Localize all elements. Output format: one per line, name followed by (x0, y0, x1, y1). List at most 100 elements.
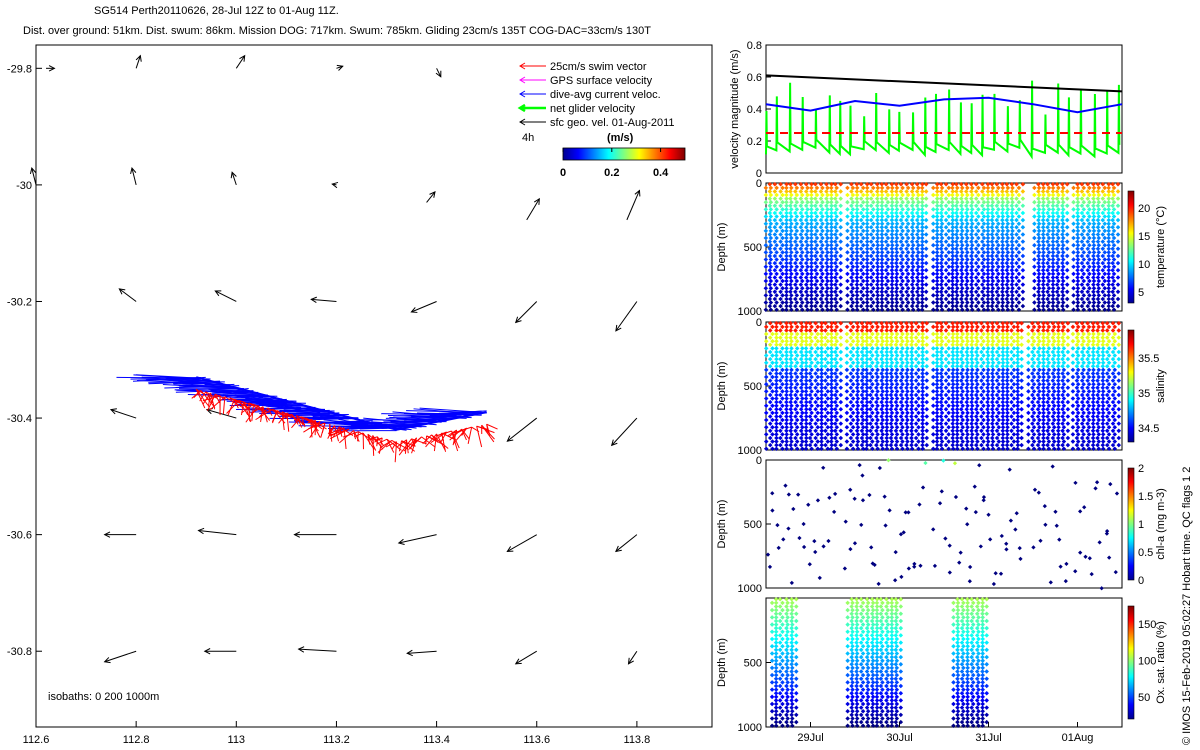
profile-point (794, 264, 800, 269)
swim-vector (486, 423, 498, 430)
profile-point (778, 296, 783, 302)
profile-point (894, 282, 899, 287)
profile-point (870, 271, 876, 277)
profile-point (774, 271, 779, 277)
profile-point (889, 296, 895, 302)
geo-vector (436, 68, 442, 77)
geo-vector (231, 172, 237, 186)
map-y-tick-label: -30.6 (7, 530, 32, 542)
profile-point (763, 271, 769, 277)
profile-point (789, 307, 794, 312)
profile-point (804, 303, 809, 309)
profile-point (889, 289, 895, 295)
colorbar-tick-label: 34.5 (1138, 423, 1159, 435)
profile-point (931, 293, 936, 298)
profile-point (890, 257, 895, 262)
profile-point (784, 275, 789, 280)
profile-point (838, 282, 843, 287)
profile-point (938, 282, 944, 287)
legend-label: net glider velocity (550, 103, 635, 115)
geo-vector-head (203, 648, 211, 655)
colorbar-tick-label: 0.4 (653, 167, 669, 179)
profile-point (935, 260, 940, 266)
profile-point (905, 293, 911, 298)
swim-vector (258, 407, 269, 418)
profile-point (914, 275, 920, 280)
profile-point (814, 293, 820, 298)
swim-vector (281, 411, 285, 431)
profile-point (809, 264, 814, 269)
swim-vector (398, 438, 412, 456)
profile-point (919, 307, 925, 312)
profile-point (849, 268, 854, 273)
swim-vector (433, 433, 438, 452)
profile-point (889, 303, 895, 309)
profile-point (854, 303, 860, 309)
profile-point (800, 293, 805, 298)
profile-point (818, 275, 824, 280)
profile-point (938, 268, 944, 273)
profile-point (784, 289, 789, 295)
profile-point (910, 307, 916, 312)
profile-point (818, 296, 824, 302)
profile-point (860, 257, 866, 262)
profile-point (824, 253, 829, 259)
profile-point (900, 257, 905, 262)
profile-point (909, 303, 915, 309)
profile-point (794, 293, 800, 298)
profile-point (914, 260, 920, 266)
profile-point (864, 275, 870, 280)
profile-point (934, 285, 940, 291)
profile-point (875, 257, 881, 262)
profile-point (900, 285, 905, 291)
profile-point (898, 296, 904, 302)
dive-avg-current-vector (168, 379, 211, 382)
profile-point (784, 300, 789, 305)
profile-point (916, 300, 921, 305)
swim-vector (238, 400, 249, 416)
profile-point (794, 271, 800, 277)
geo-vector-head (514, 658, 522, 665)
profile-point (829, 296, 834, 302)
profile-point (845, 285, 850, 291)
profile-point (883, 296, 889, 302)
profile-point (788, 289, 793, 295)
geo-vector (611, 417, 638, 446)
profile-point (818, 268, 824, 273)
profile-point (829, 271, 834, 277)
profile-point (879, 275, 885, 280)
geo-vector (215, 290, 237, 302)
profile-point (833, 253, 838, 259)
map-y-tick-label: -30 (16, 180, 32, 192)
profile-point (838, 289, 843, 295)
profile-point (868, 275, 874, 280)
profile-point (829, 293, 834, 298)
profile-point (805, 264, 810, 269)
profile-point (885, 300, 891, 305)
profile-point (805, 278, 810, 284)
profile-point (909, 296, 915, 302)
map-x-tick-label: 113.8 (624, 734, 651, 746)
profile-point (763, 300, 769, 305)
profile-point (805, 257, 810, 262)
swim-vector (440, 431, 448, 443)
profile-point (793, 296, 798, 302)
colorbar-tick-label: 10 (1138, 259, 1150, 271)
profile-point (934, 300, 940, 305)
profile-point (894, 289, 899, 295)
profile-point (900, 271, 905, 277)
profile-point (885, 278, 891, 284)
swim-vector (368, 436, 378, 441)
profile-point (824, 275, 829, 280)
swim-vector (367, 434, 377, 451)
profile-point (800, 271, 805, 277)
profile-point (774, 300, 779, 305)
profile-point (864, 268, 870, 273)
profile-point (824, 289, 829, 295)
profile-point (820, 285, 825, 291)
profile-point (883, 282, 889, 287)
profile-point (774, 257, 779, 262)
profile-point (829, 289, 834, 295)
profile-point (768, 285, 774, 291)
colorbar-tick-label: 35 (1138, 388, 1150, 400)
